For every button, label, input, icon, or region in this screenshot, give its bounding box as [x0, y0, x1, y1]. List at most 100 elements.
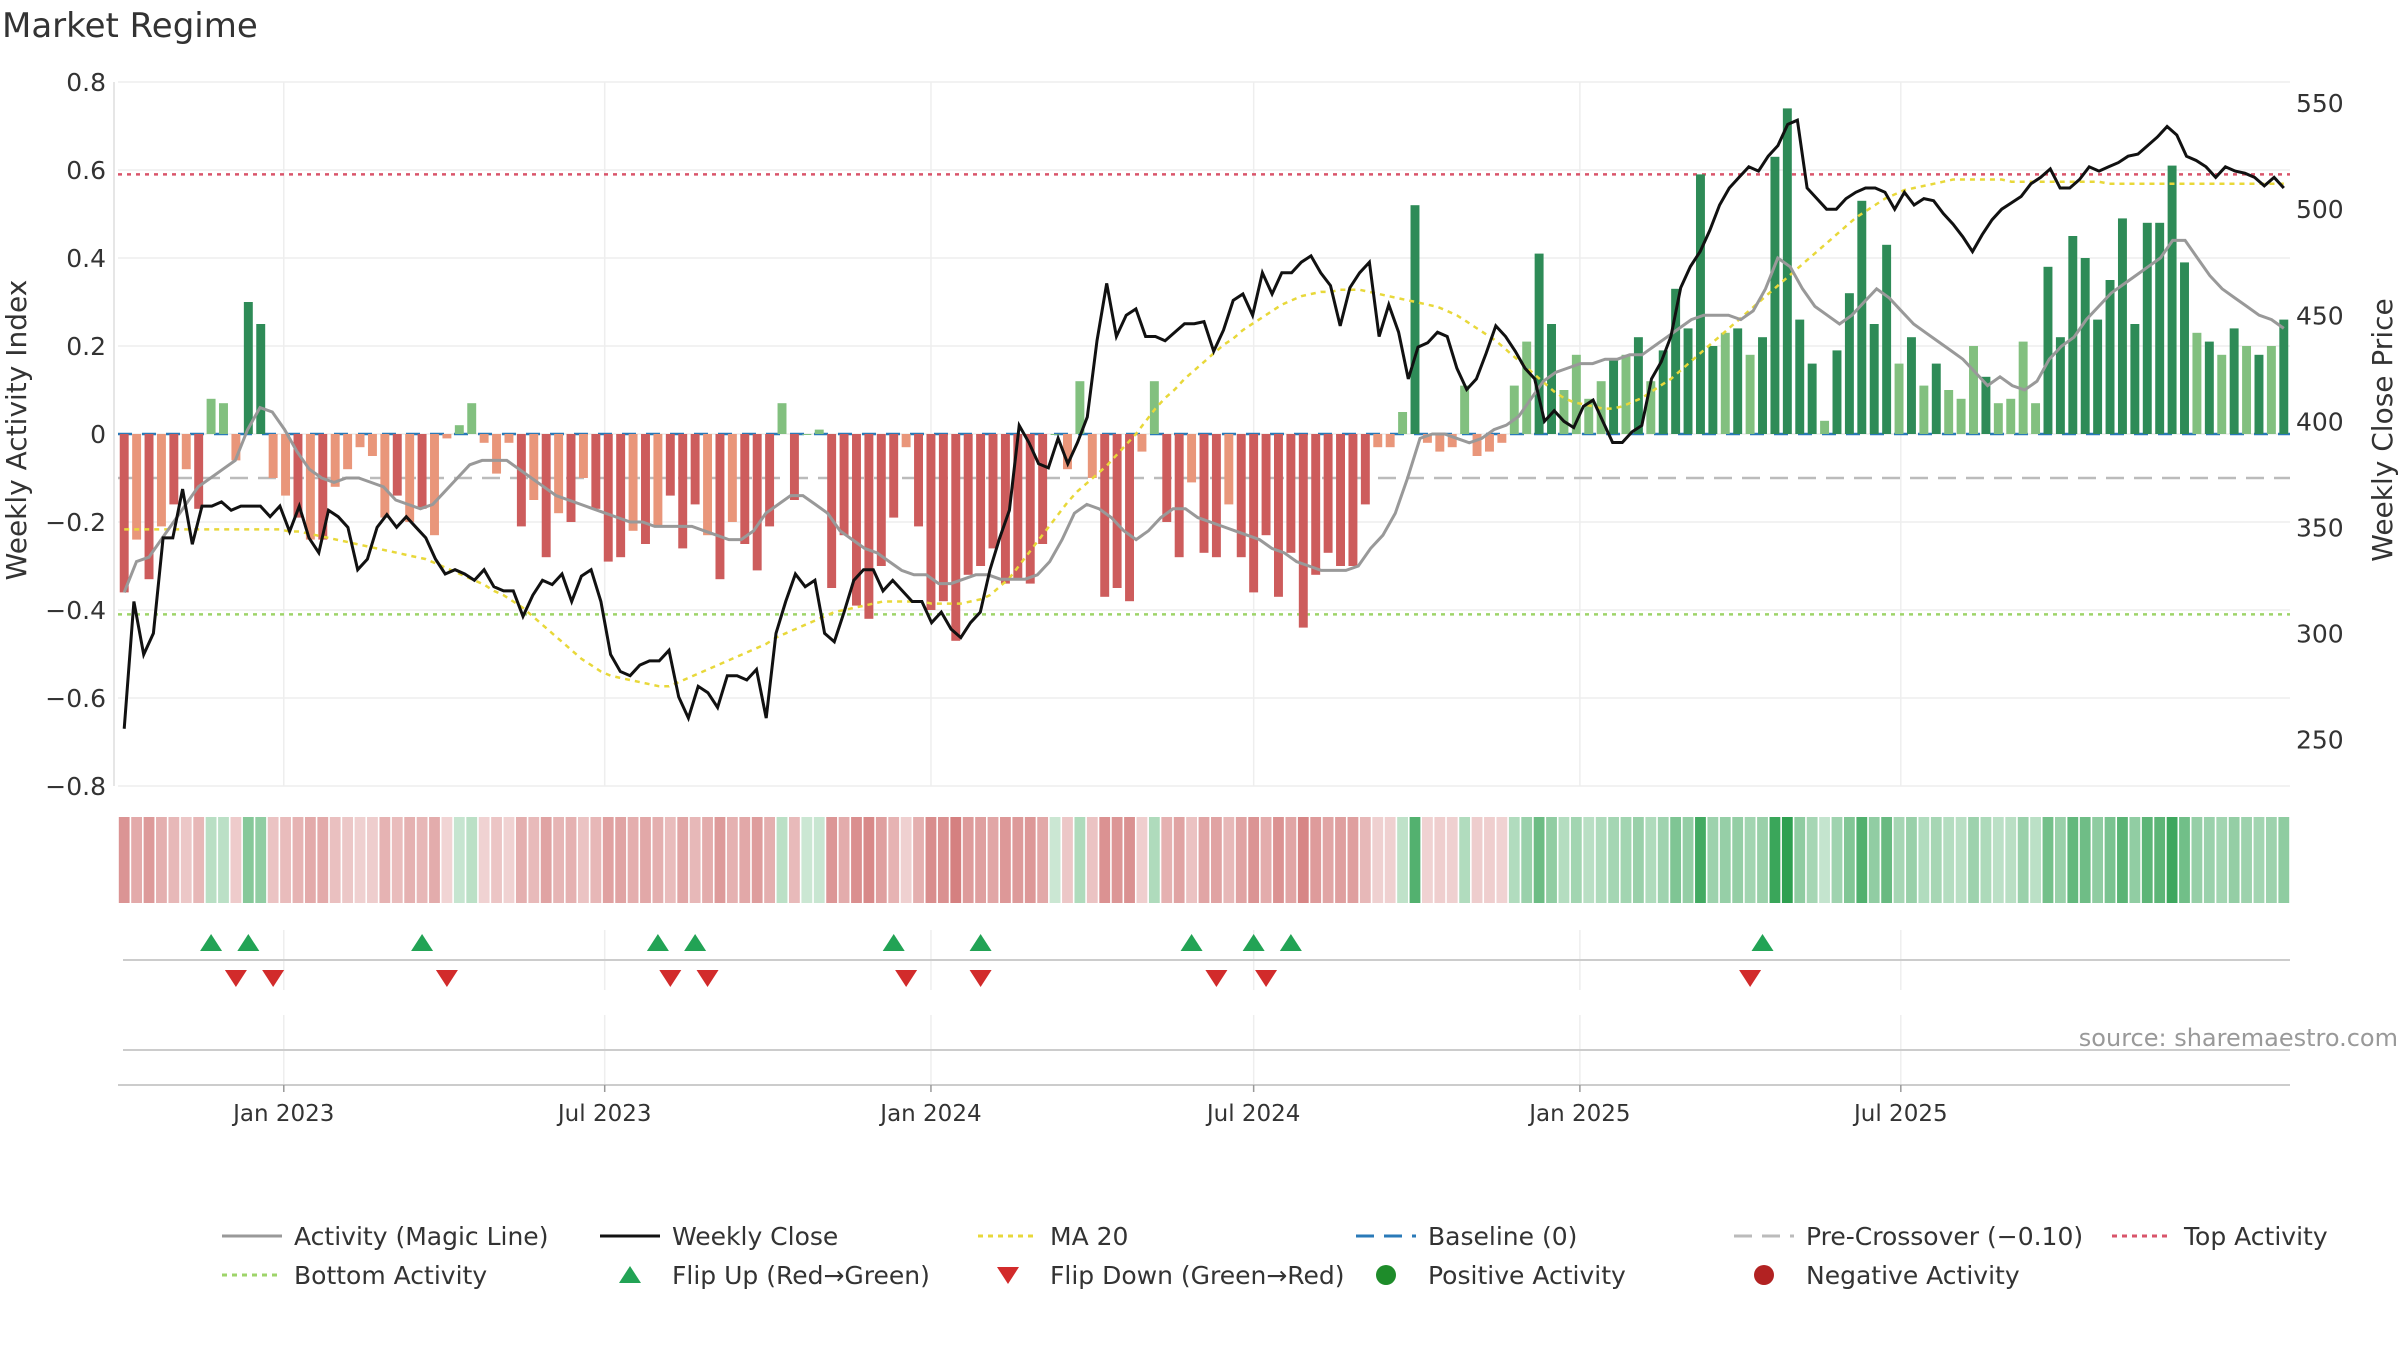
activity-bar-92: [1261, 434, 1271, 536]
heat-cell-23: [404, 817, 416, 903]
activity-bar-6: [194, 434, 204, 509]
heat-cell-51: [751, 817, 763, 903]
activity-bar-35: [554, 434, 564, 514]
activity-bar-103: [1398, 412, 1408, 434]
activity-bar-116: [1559, 390, 1569, 434]
flip-up-marker: [1180, 934, 1203, 951]
axes: 0.8 0.6 0.4 0.2 0 −0.2 −0.4 −0.6 −0.8 550 500 450 40…: [45, 68, 2343, 801]
heat-cell-170: [2228, 817, 2240, 903]
heat-cell-2: [143, 817, 155, 903]
activity-bar-98: [1336, 434, 1345, 566]
activity-bar-5: [181, 434, 191, 470]
y-tick-label-left: 0.2: [66, 332, 106, 361]
heat-cell-125: [1670, 817, 1682, 903]
activity-bar-125: [1671, 288, 1681, 434]
activity-bar-146: [1931, 363, 1941, 434]
heat-cell-92: [1260, 817, 1272, 903]
activity-bar-174: [2279, 319, 2289, 434]
activity-bar-23: [405, 434, 415, 522]
activity-bar-158: [2080, 258, 2090, 434]
activity-bar-115: [1547, 324, 1556, 434]
activity-bar-172: [2254, 354, 2264, 434]
activity-bar-17: [330, 434, 340, 487]
activity-bar-49: [727, 434, 737, 522]
activity-bar-19: [355, 434, 365, 448]
activity-bar-51: [752, 434, 762, 571]
heat-cell-101: [1372, 817, 1384, 903]
legend-swatch: [1754, 1265, 1774, 1285]
activity-bar-9: [231, 434, 241, 461]
heat-cell-142: [1881, 817, 1893, 903]
activity-bar-68: [963, 434, 973, 575]
activity-bar-15: [305, 434, 315, 540]
legend-item: Positive Activity: [1376, 1261, 1626, 1290]
heat-cell-26: [441, 817, 453, 903]
heat-cell-164: [2154, 817, 2166, 903]
heat-cell-126: [1682, 817, 1694, 903]
heat-cell-37: [578, 817, 589, 903]
activity-bar-28: [467, 403, 477, 434]
activity-bar-150: [1981, 376, 1991, 434]
heat-cell-60: [863, 817, 875, 903]
activity-bar-73: [1025, 434, 1035, 584]
heat-cell-78: [1086, 817, 1098, 903]
heat-cell-128: [1707, 817, 1719, 903]
y-tick-label-right: 300: [2296, 619, 2344, 648]
heat-cell-30: [491, 817, 502, 903]
y-tick-label-left: −0.8: [45, 772, 106, 801]
activity-bar-122: [1633, 337, 1643, 434]
activity-bar-47: [703, 434, 713, 536]
heat-cell-120: [1608, 817, 1619, 903]
activity-bar-1: [132, 434, 142, 540]
activity-bar-135: [1795, 319, 1805, 434]
activity-bar-56: [814, 429, 824, 434]
activity-bar-11: [256, 324, 266, 434]
legend-item: MA 20: [978, 1222, 1128, 1251]
activity-bar-138: [1832, 350, 1842, 434]
activity-bar-113: [1522, 341, 1532, 434]
activity-bar-147: [1944, 390, 1954, 434]
heat-cell-20: [367, 817, 378, 903]
heat-cell-77: [1074, 817, 1086, 903]
heat-cell-42: [640, 817, 651, 903]
heat-cell-15: [304, 817, 316, 903]
activity-bar-25: [430, 434, 439, 536]
activity-bar-131: [1745, 354, 1755, 434]
heat-cell-29: [478, 817, 490, 903]
activity-bar-171: [2242, 346, 2252, 434]
activity-bar-16: [318, 434, 328, 540]
heat-cell-154: [2030, 817, 2041, 903]
y-tick-label-right: 400: [2296, 407, 2344, 436]
heat-cell-59: [851, 817, 862, 903]
activity-bar-13: [281, 434, 291, 496]
heat-cell-33: [528, 817, 540, 903]
activity-bar-155: [2043, 266, 2053, 434]
activity-bar-149: [1969, 346, 1978, 434]
flip-up-marker: [969, 934, 992, 951]
x-tick-label: Jan 2025: [1527, 1101, 1630, 1127]
legend-item: Flip Up (Red→Green): [619, 1261, 930, 1290]
activity-bar-153: [2018, 341, 2028, 434]
heat-cell-115: [1546, 817, 1557, 903]
heat-cell-4: [168, 817, 180, 903]
heat-cell-98: [1335, 817, 1346, 903]
activity-bar-70: [988, 434, 998, 549]
heat-cell-35: [553, 817, 565, 903]
heat-cell-157: [2067, 817, 2079, 903]
heat-cell-13: [280, 817, 291, 903]
flip-down-marker: [696, 970, 719, 987]
heat-cell-79: [1099, 817, 1111, 903]
legend-label: MA 20: [1050, 1222, 1128, 1251]
x-tick-label: Jul 2024: [1205, 1101, 1301, 1127]
heat-cell-8: [218, 817, 229, 903]
heat-cell-44: [664, 817, 676, 903]
activity-bar-55: [802, 434, 812, 435]
heat-cell-139: [1843, 817, 1855, 903]
heat-cell-18: [342, 817, 354, 903]
activity-bar-154: [2031, 403, 2041, 434]
legend-item: Baseline (0): [1356, 1222, 1577, 1251]
heat-cell-107: [1446, 817, 1458, 903]
heat-cell-10: [242, 817, 254, 903]
legend-swatch: [619, 1266, 641, 1283]
activity-heat-strip: [118, 817, 2290, 903]
